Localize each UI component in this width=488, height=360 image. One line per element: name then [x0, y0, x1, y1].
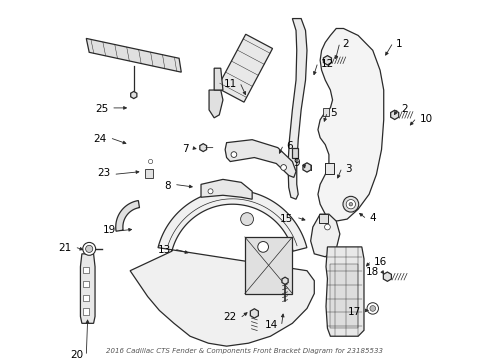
Text: 15: 15	[279, 213, 293, 224]
Text: 13: 13	[158, 245, 171, 255]
Polygon shape	[209, 90, 223, 118]
Circle shape	[85, 245, 93, 252]
Polygon shape	[130, 91, 137, 99]
Text: 11: 11	[223, 78, 236, 89]
Polygon shape	[303, 163, 310, 172]
Polygon shape	[282, 277, 287, 284]
Circle shape	[366, 303, 378, 314]
Polygon shape	[200, 144, 206, 152]
Circle shape	[240, 213, 253, 225]
Circle shape	[207, 189, 213, 194]
Bar	[83, 281, 88, 287]
Text: 2: 2	[342, 39, 348, 49]
Circle shape	[257, 242, 268, 252]
Polygon shape	[201, 179, 252, 199]
Circle shape	[82, 242, 96, 255]
Text: 2016 Cadillac CTS Fender & Components Front Bracket Diagram for 23185533: 2016 Cadillac CTS Fender & Components Fr…	[106, 348, 382, 354]
Text: 2: 2	[400, 104, 407, 114]
Circle shape	[346, 199, 355, 209]
Circle shape	[342, 196, 358, 212]
Text: 6: 6	[286, 141, 292, 151]
Polygon shape	[323, 55, 331, 65]
Text: 8: 8	[164, 181, 171, 191]
Text: 24: 24	[93, 134, 106, 144]
Polygon shape	[214, 68, 223, 90]
Polygon shape	[317, 28, 383, 221]
Bar	[83, 267, 88, 273]
Text: 12: 12	[320, 59, 333, 69]
Polygon shape	[250, 309, 258, 318]
Bar	[144, 170, 152, 179]
Text: 1: 1	[395, 39, 402, 49]
Text: 23: 23	[97, 168, 110, 178]
Text: 20: 20	[70, 350, 83, 360]
Text: 7: 7	[182, 144, 188, 154]
Bar	[318, 214, 327, 223]
Polygon shape	[86, 39, 181, 72]
Polygon shape	[310, 214, 339, 257]
Circle shape	[348, 202, 352, 206]
Polygon shape	[217, 34, 272, 102]
Text: 14: 14	[265, 320, 278, 330]
Circle shape	[148, 159, 152, 164]
Text: 9: 9	[293, 158, 300, 168]
Text: 16: 16	[373, 257, 386, 267]
Bar	[83, 309, 88, 315]
Polygon shape	[383, 272, 390, 281]
Bar	[83, 294, 88, 301]
Text: 25: 25	[95, 104, 108, 114]
Text: 22: 22	[223, 312, 236, 322]
Text: 17: 17	[347, 307, 361, 317]
Polygon shape	[287, 19, 306, 199]
Text: 5: 5	[329, 108, 336, 118]
Polygon shape	[325, 247, 363, 336]
Polygon shape	[291, 148, 298, 158]
Text: 3: 3	[344, 164, 351, 174]
Polygon shape	[224, 140, 295, 177]
Text: 18: 18	[365, 267, 378, 277]
Bar	[323, 108, 329, 116]
Circle shape	[324, 224, 329, 230]
Circle shape	[230, 152, 236, 157]
Polygon shape	[116, 201, 139, 231]
Polygon shape	[330, 264, 357, 328]
Polygon shape	[80, 254, 95, 323]
Bar	[325, 162, 333, 174]
Circle shape	[369, 306, 375, 311]
Polygon shape	[303, 163, 310, 171]
Polygon shape	[130, 190, 314, 346]
Text: 21: 21	[59, 243, 72, 253]
Text: 19: 19	[102, 225, 115, 235]
Polygon shape	[244, 237, 292, 293]
Text: 10: 10	[419, 114, 432, 124]
Circle shape	[280, 165, 286, 170]
Text: 4: 4	[369, 213, 376, 223]
Polygon shape	[390, 110, 398, 120]
